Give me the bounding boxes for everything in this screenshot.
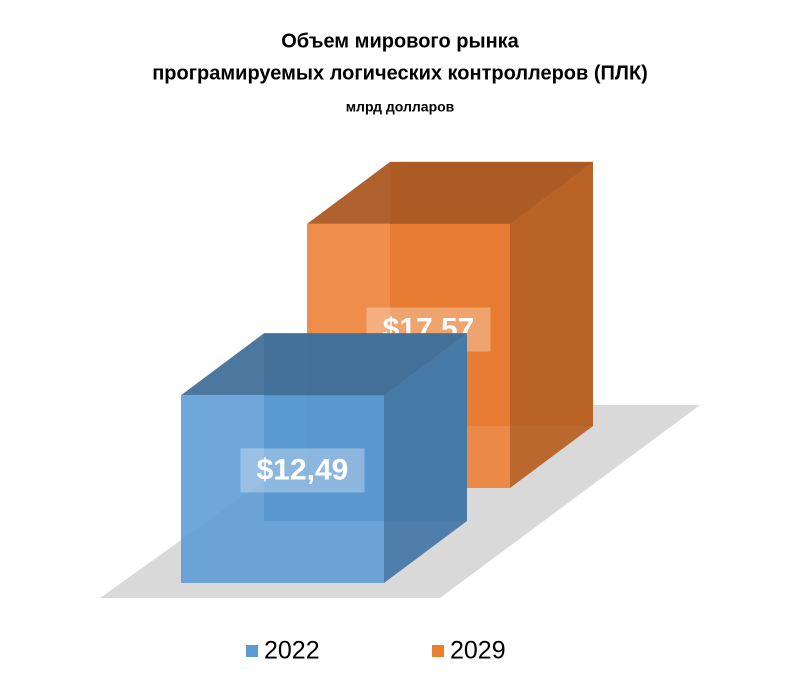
chart-title: програмируемых логических контроллеров (… xyxy=(152,62,648,84)
chart-title: Объем мирового рынка xyxy=(281,30,519,52)
legend-label: 2022 xyxy=(264,637,320,665)
plot: $17,57$12,49 xyxy=(181,161,593,583)
legend-label: 2029 xyxy=(450,637,506,665)
bar-side xyxy=(510,161,593,488)
chart-subtitle: млрд долларов xyxy=(346,99,455,115)
legend-swatch xyxy=(246,645,258,657)
bar-top xyxy=(307,161,593,224)
bar-side xyxy=(384,333,467,583)
bar-top xyxy=(181,333,467,396)
legend-swatch xyxy=(432,645,444,657)
value-label: $12,49 xyxy=(257,453,349,486)
bar-3d: $12,49 xyxy=(181,333,467,583)
bar xyxy=(181,395,384,583)
value-label-box xyxy=(240,448,365,493)
